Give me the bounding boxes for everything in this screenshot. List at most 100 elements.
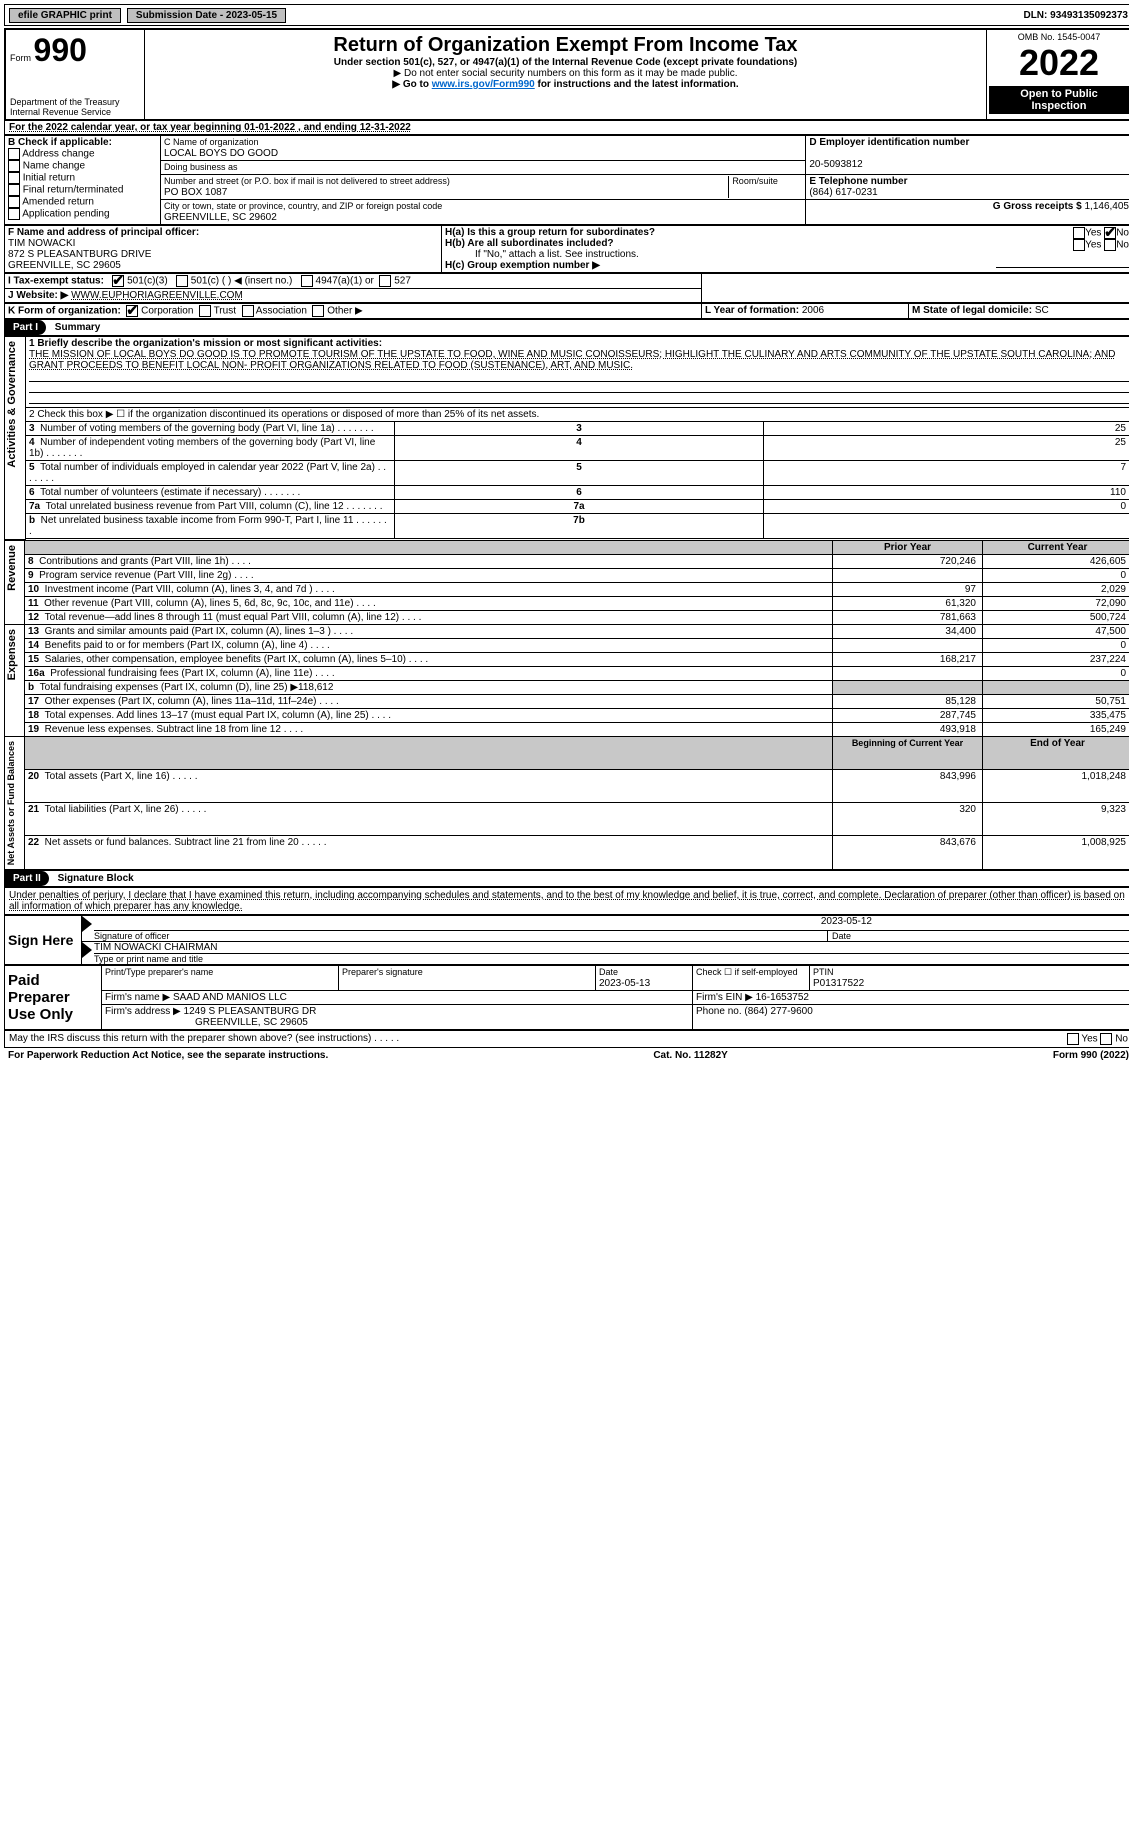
line-3-label: 3 Number of voting members of the govern… [26,422,395,436]
begin-year-hdr: Beginning of Current Year [833,736,983,769]
hb-yes-cb[interactable] [1073,239,1085,251]
discuss-label: May the IRS discuss this return with the… [9,1033,399,1045]
part-ii-header: Part II [5,871,49,886]
line-3-box: 3 [395,422,764,436]
box-e-label: E Telephone number [809,176,907,187]
form-number: 990 [34,32,87,68]
other-cb[interactable] [312,305,324,317]
rev-8-label: 8 Contributions and grants (Part VIII, l… [25,554,833,568]
line-a: For the 2022 calendar year, or tax year … [4,121,1129,135]
sig-date-label: Date [827,931,1129,941]
trust-cb[interactable] [199,305,211,317]
street-label: Number and street (or P.O. box if mail i… [164,176,450,186]
goto-prefix: ▶ Go to [392,79,431,90]
paid-preparer: Paid Preparer Use Only [5,965,102,1029]
footer-mid: Cat. No. 11282Y [653,1050,727,1061]
efile-graphic-btn[interactable]: efile GRAPHIC print [9,8,121,23]
city-label: City or town, state or province, country… [164,201,442,211]
hb-note: If "No," attach a list. See instructions… [445,249,993,260]
officer-addr2: GREENVILLE, SC 29605 [8,260,121,271]
signature-table: Sign Here 2023-05-12 Signature of office… [4,915,1129,965]
rev-11-label: 11 Other revenue (Part VIII, column (A),… [25,596,833,610]
form-label: Form [10,53,31,63]
527-cb[interactable] [379,275,391,287]
rev-10-cur: 2,029 [983,582,1129,596]
rev-11-cur: 72,090 [983,596,1129,610]
box-k-label: K Form of organization: [8,306,121,317]
form-subtitle: Under section 501(c), 527, or 4947(a)(1)… [149,57,982,68]
city-value: GREENVILLE, SC 29602 [164,212,277,223]
street-value: PO BOX 1087 [164,187,227,198]
ha-yes-cb[interactable] [1073,227,1085,239]
discuss-yes-cb[interactable] [1067,1033,1079,1045]
footer-right: Form 990 (2022) [1053,1050,1129,1061]
rev-10-prior: 97 [833,582,983,596]
box-i-label: I Tax-exempt status: [8,276,104,287]
gross-receipts: 1,146,405 [1085,201,1129,212]
corp-cb[interactable] [126,305,138,317]
identity-block: B Check if applicable: Address change Na… [4,135,1129,225]
assoc-cb[interactable] [242,305,254,317]
rev-12-prior: 781,663 [833,610,983,624]
line-7a-box: 7a [395,500,764,514]
sig-officer-label: Signature of officer [94,931,827,941]
exp-b-label: b Total fundraising expenses (Part IX, c… [25,680,833,694]
exp-15-prior: 168,217 [833,652,983,666]
exp-14-prior [833,638,983,652]
initial-return-cb[interactable] [8,172,20,184]
addr-change-cb[interactable] [8,148,20,160]
part-ii-title: Signature Block [52,873,134,884]
dln-label: DLN: 93493135092373 [1023,10,1128,21]
submission-date-btn[interactable]: Submission Date - 2023-05-15 [127,8,286,23]
501c-cb[interactable] [176,275,188,287]
4947-cb[interactable] [301,275,313,287]
end-year-hdr: End of Year [983,736,1129,769]
na-22-prior: 843,676 [833,836,983,869]
line-5-box: 5 [395,461,764,486]
rev-8-prior: 720,246 [833,554,983,568]
exp-18-prior: 287,745 [833,708,983,722]
box-b-label: B Check if applicable: [8,137,112,148]
line2: 2 Check this box ▶ ☐ if the organization… [26,408,1129,422]
line-6-box: 6 [395,486,764,500]
hb-no-cb[interactable] [1104,239,1116,251]
discuss-no-cb[interactable] [1100,1033,1112,1045]
firm-phone: (864) 277-9600 [744,1006,812,1017]
prior-year-hdr: Prior Year [833,540,983,554]
exp-18-label: 18 Total expenses. Add lines 13–17 (must… [25,708,833,722]
form990-link[interactable]: www.irs.gov/Form990 [432,79,535,90]
line-6-val: 110 [764,486,1129,500]
rev-9-label: 9 Program service revenue (Part VIII, li… [25,568,833,582]
firm-name: SAAD AND MANIOS LLC [173,992,287,1003]
line-6-label: 6 Total number of volunteers (estimate i… [26,486,395,500]
name-change-cb[interactable] [8,160,20,172]
final-return-cb[interactable] [8,184,20,196]
sig-date-val: 2023-05-12 [94,916,1129,930]
rev-12-cur: 500,724 [983,610,1129,624]
omb-label: OMB No. 1545-0047 [989,32,1129,42]
amended-return-cb[interactable] [8,196,20,208]
exp-15-label: 15 Salaries, other compensation, employe… [25,652,833,666]
form-header: Form 990 Department of the Treasury Inte… [4,28,1129,121]
officer-name: TIM NOWACKI [8,238,75,249]
501c3-cb[interactable] [112,275,124,287]
state-domicile: SC [1035,305,1049,316]
line-5-label: 5 Total number of individuals employed i… [26,461,395,486]
goto-suffix: for instructions and the latest informat… [535,79,739,90]
ha-no-cb[interactable] [1104,227,1116,239]
exp-16a-label: 16a Professional fundraising fees (Part … [25,666,833,680]
na-21-cur: 9,323 [983,803,1129,836]
website-value: WWW.EUPHORIAGREENVILLE.COM [71,290,243,301]
part-i-title: Summary [49,322,101,333]
rev-8-cur: 426,605 [983,554,1129,568]
officer-addr1: 872 S PLEASANTBURG DRIVE [8,249,151,260]
exp-15-cur: 237,224 [983,652,1129,666]
line-7a-val: 0 [764,500,1129,514]
line-7b-box: 7b [395,514,764,539]
dba-label: Doing business as [164,162,238,172]
app-pending-cb[interactable] [8,208,20,220]
line1-label: 1 Briefly describe the organization's mi… [29,338,382,349]
firm-ein: 16-1653752 [756,992,809,1003]
rev-11-prior: 61,320 [833,596,983,610]
na-20-label: 20 Total assets (Part X, line 16) . . . … [25,769,833,802]
